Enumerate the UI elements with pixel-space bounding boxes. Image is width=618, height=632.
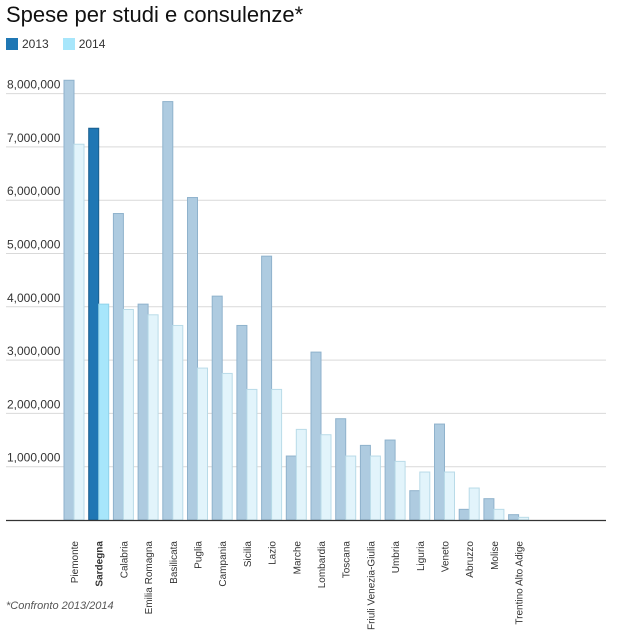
bar-2013-friuli-venezia-giulia[interactable] [359, 444, 371, 521]
y-tick-label: 2,000,000 [7, 397, 61, 411]
legend-swatch-2014 [62, 38, 75, 50]
y-tick-label: 4,000,000 [7, 291, 61, 305]
bar-2013-calabria[interactable] [112, 213, 124, 521]
bar-2013-toscana[interactable] [335, 418, 347, 521]
x-tick-label: Toscana [342, 541, 353, 579]
bar-2014-puglia[interactable] [197, 367, 208, 521]
bar-2014-trentino-alto-adige[interactable] [518, 516, 530, 521]
bar-2014-piemonte[interactable] [73, 143, 85, 521]
bar-2013-lazio[interactable] [261, 255, 273, 521]
y-tick-label: 6,000,000 [7, 184, 61, 198]
bar-2014-liguria[interactable] [419, 471, 431, 521]
bar-2014-calabria[interactable] [122, 308, 134, 521]
bar-2013-lombardia[interactable] [310, 351, 322, 521]
bar-2014-marche[interactable] [295, 428, 307, 521]
x-tick-label: Puglia [194, 541, 205, 569]
x-tick-label: Abruzzo [465, 541, 476, 578]
bar-2014-basilicata[interactable] [172, 324, 184, 521]
x-tick-label: Campania [218, 541, 229, 587]
bar-2013-abruzzo[interactable] [458, 508, 470, 521]
legend-label-2013: 2013 [22, 37, 49, 51]
y-tick-label: 1,000,000 [7, 451, 61, 465]
bar-2013-puglia[interactable] [187, 197, 198, 521]
bar-2013-sardegna[interactable] [88, 127, 100, 521]
x-tick-label: Emilia Romagna [144, 541, 155, 615]
y-tick-label: 7,000,000 [7, 131, 61, 145]
legend-swatch-2013 [6, 38, 18, 50]
x-tick-label: Umbria [391, 541, 402, 574]
bar-2013-marche[interactable] [285, 455, 297, 521]
x-tick-label: Basilicata [169, 541, 180, 584]
legend-label-2014: 2014 [78, 37, 106, 51]
bar-2014-sicilia[interactable] [246, 388, 258, 521]
bar-2014-sardegna[interactable] [98, 303, 110, 521]
bar-2013-trentino-alto-adige[interactable] [508, 514, 520, 521]
bar-2013-emilia-romagna[interactable] [137, 303, 149, 521]
x-tick-label: Sicilia [243, 541, 254, 568]
x-tick-label: Marche [292, 541, 303, 575]
bar-2013-campania[interactable] [211, 295, 223, 521]
bar-2013-basilicata[interactable] [162, 101, 174, 521]
bar-2013-piemonte[interactable] [63, 79, 75, 521]
bar-2013-molise[interactable] [483, 498, 495, 521]
y-tick-label: 3,000,000 [7, 344, 61, 358]
bar-2014-abruzzo[interactable] [468, 487, 480, 521]
bar-2013-umbria[interactable] [384, 439, 396, 521]
legend-item-2013[interactable]: 2013 [6, 37, 49, 51]
bar-2014-campania[interactable] [221, 372, 233, 521]
x-tick-label: Piemonte [70, 541, 81, 584]
x-tick-label: Lazio [268, 541, 279, 565]
bar-2014-molise[interactable] [493, 508, 505, 521]
bar-2013-liguria[interactable] [409, 490, 421, 521]
bar-2013-veneto[interactable] [434, 423, 445, 521]
x-tick-label: Trentino Alto Adige [515, 541, 526, 625]
bar-2014-lombardia[interactable] [320, 434, 332, 521]
bar-2014-toscana[interactable] [345, 455, 357, 521]
x-tick-label: Sardegna [95, 541, 106, 587]
bar-2014-emilia-romagna[interactable] [147, 314, 159, 521]
bar-2014-veneto[interactable] [444, 471, 455, 521]
bar-2014-lazio[interactable] [271, 388, 283, 521]
x-tick-label: Liguria [416, 541, 427, 571]
bar-2014-umbria[interactable] [394, 460, 406, 521]
x-tick-label: Lombardia [317, 541, 328, 589]
x-tick-label: Friuli Venezia-Giulia [366, 541, 377, 630]
x-tick-label: Calabria [119, 541, 130, 579]
x-tick-label: Molise [490, 541, 501, 570]
bar-2013-sicilia[interactable] [236, 324, 248, 521]
bar-2014-friuli-venezia-giulia[interactable] [369, 455, 381, 521]
legend-item-2014[interactable]: 2014 [62, 37, 106, 51]
y-tick-label: 5,000,000 [7, 238, 61, 252]
x-tick-label: Veneto [441, 541, 452, 573]
footnote: *Confronto 2013/2014 [6, 600, 114, 612]
y-tick-label: 8,000,000 [7, 78, 61, 92]
chart-legend: 2013 2014 [6, 37, 119, 51]
chart-title: Spese per studi e consulenze* [6, 2, 304, 27]
